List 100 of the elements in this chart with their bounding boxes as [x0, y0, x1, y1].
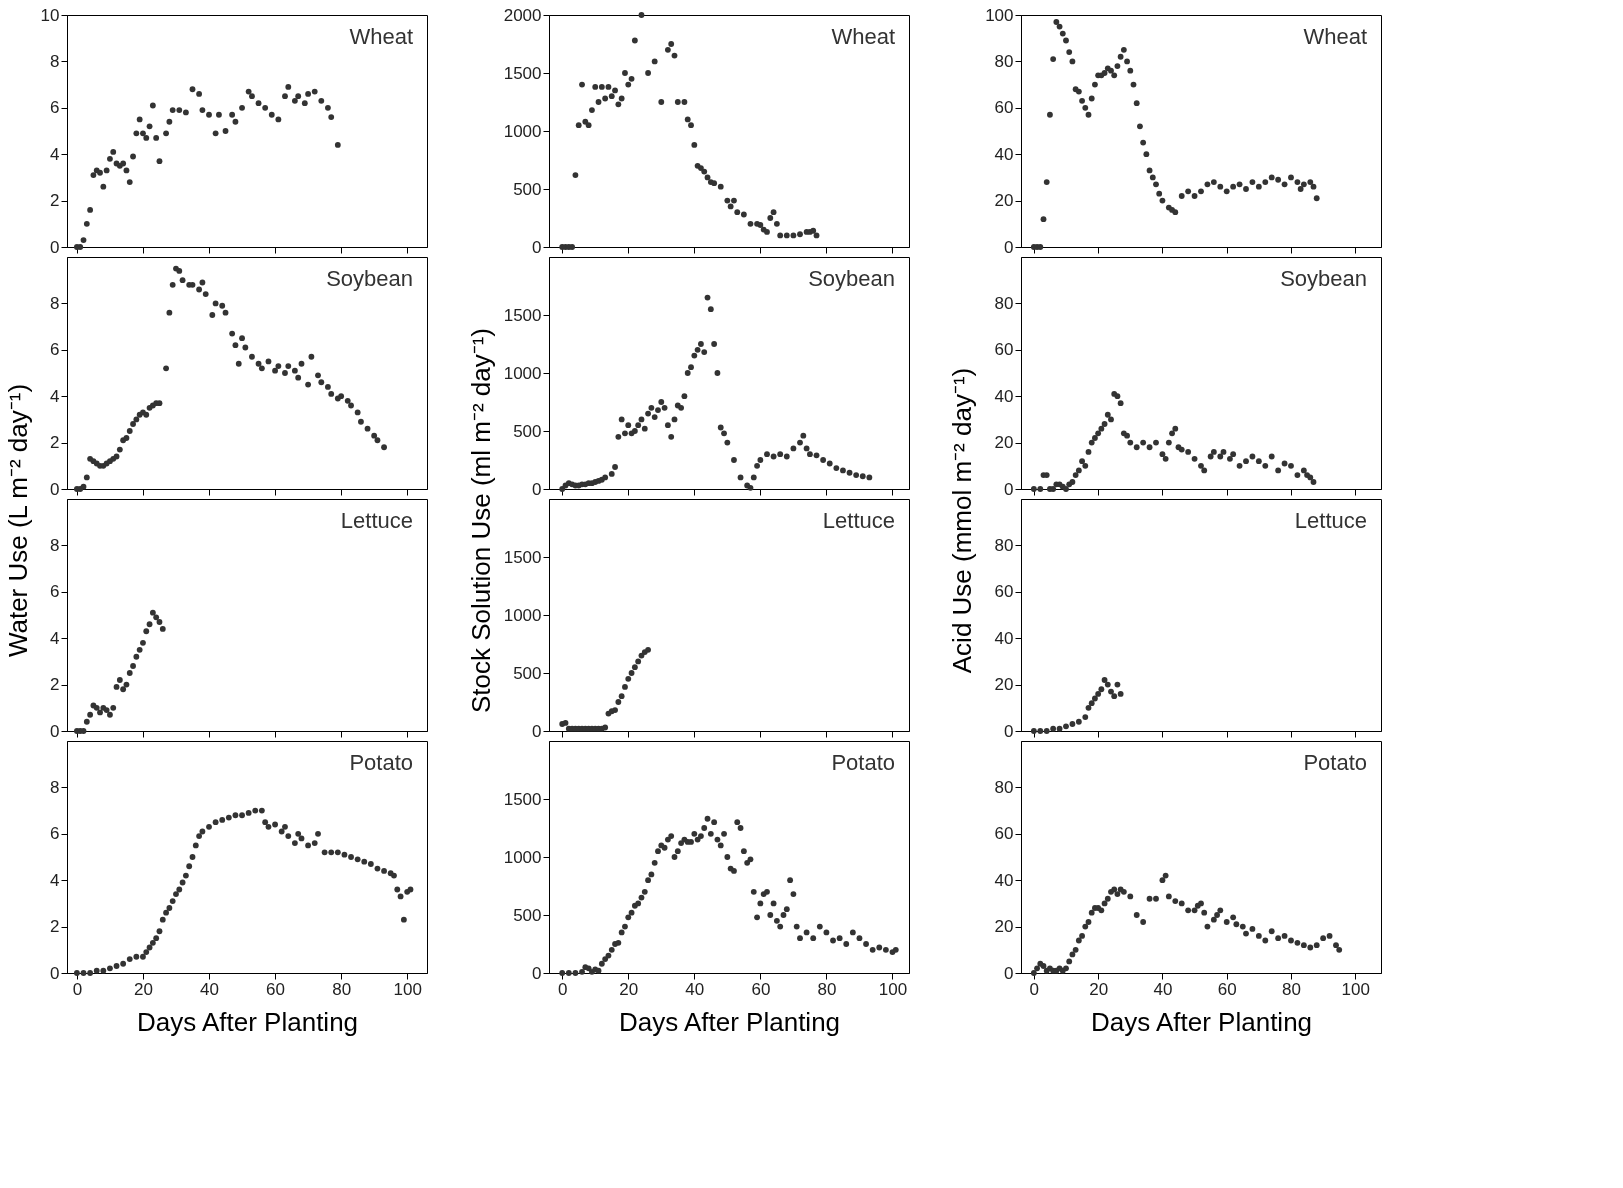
point: [120, 160, 127, 167]
x-tick-label: 60: [751, 979, 771, 999]
point: [143, 628, 150, 635]
point: [222, 128, 229, 134]
x-tick-label: 100: [1341, 979, 1370, 999]
y-tick-label: 40: [994, 144, 1014, 164]
y-tick-label: 80: [994, 777, 1014, 797]
point: [1075, 718, 1082, 725]
x-tick-label: 0: [72, 979, 83, 999]
point: [116, 677, 123, 683]
y-tick-label: 8: [50, 51, 60, 71]
x-tick-label: 20: [134, 979, 153, 999]
y-tick-label: 80: [994, 293, 1014, 313]
point: [645, 646, 651, 653]
chart-title: Potato: [831, 750, 895, 775]
point: [291, 97, 298, 104]
x-tick-label: 0: [557, 979, 568, 999]
point: [305, 90, 312, 97]
point: [140, 130, 146, 137]
y-tick-label: 1500: [503, 63, 542, 83]
point: [1069, 721, 1076, 727]
point: [1101, 677, 1108, 683]
point: [120, 686, 127, 693]
point: [100, 183, 107, 190]
x-tick-label: 40: [1153, 979, 1173, 999]
y-tick-label: 80: [994, 51, 1014, 71]
y-tick-label: 60: [994, 98, 1014, 118]
chart-title: Potato: [349, 750, 413, 775]
point: [1098, 686, 1105, 693]
point: [602, 724, 609, 731]
point: [136, 646, 143, 653]
chart-title: Soybean: [326, 266, 413, 291]
point: [1056, 725, 1063, 732]
point: [318, 97, 325, 104]
y-tick-label: 100: [985, 5, 1014, 25]
point: [113, 684, 120, 690]
point: [1082, 714, 1089, 720]
point: [1043, 728, 1050, 734]
y-tick-label: 80: [994, 535, 1014, 555]
y-tick-label: 0: [50, 479, 60, 499]
point: [255, 100, 262, 107]
point: [1030, 728, 1037, 734]
point: [133, 130, 140, 137]
y-tick-label: 1500: [503, 789, 542, 809]
y-tick-label: 0: [1004, 963, 1014, 983]
point: [83, 718, 90, 725]
point: [97, 169, 103, 176]
x-tick-label: 80: [1282, 979, 1301, 999]
y-tick-label: 0: [532, 237, 542, 257]
y-tick-label: 20: [994, 191, 1014, 211]
point: [1104, 681, 1111, 688]
y-tick-label: 2: [50, 675, 60, 695]
y-tick-label: 0: [1004, 479, 1014, 499]
point: [156, 158, 163, 165]
point: [149, 609, 156, 616]
point: [126, 670, 133, 676]
point: [77, 244, 84, 250]
point: [153, 614, 160, 621]
y-tick-label: 500: [513, 421, 542, 441]
x-tick-label: 80: [332, 979, 352, 999]
y-tick-label: 1000: [503, 121, 542, 141]
y-tick-label: 60: [994, 582, 1014, 602]
point: [1095, 690, 1102, 697]
point: [196, 90, 203, 97]
point: [1037, 728, 1044, 734]
y-tick-label: 40: [994, 386, 1014, 406]
point: [136, 116, 143, 123]
x-tick-label: 0: [1029, 979, 1040, 999]
x-axis-title: Days After Planting: [618, 1006, 841, 1037]
point: [126, 179, 133, 185]
y-tick-label: 8: [50, 293, 60, 313]
y-tick-label: 2: [50, 191, 60, 211]
chart-title: Soybean: [1280, 266, 1367, 291]
y-tick-label: 1000: [503, 363, 542, 383]
point: [275, 116, 282, 123]
point: [146, 123, 153, 130]
point: [97, 709, 103, 716]
point: [176, 107, 183, 114]
point: [133, 653, 140, 660]
y-tick-label: 6: [50, 98, 60, 118]
y-tick-label: 6: [50, 340, 60, 360]
point: [239, 104, 245, 111]
point: [328, 114, 335, 120]
x-tick-label: 100: [393, 979, 422, 999]
point: [80, 237, 87, 243]
point: [143, 135, 150, 141]
x-tick-label: 60: [266, 979, 286, 999]
y-tick-label: 500: [513, 179, 542, 199]
chart-title: Wheat: [831, 24, 895, 49]
point: [615, 699, 622, 705]
point: [232, 118, 239, 125]
point: [268, 111, 275, 118]
point: [103, 167, 110, 174]
point: [216, 111, 222, 118]
point: [1108, 688, 1114, 695]
point: [1117, 690, 1124, 697]
y-axis-title: Acid Use (mmol m⁻² day⁻¹): [947, 367, 978, 674]
y-tick-label: 40: [994, 870, 1014, 890]
chart-title: Wheat: [349, 24, 413, 49]
y-tick-label: 1500: [503, 305, 542, 325]
